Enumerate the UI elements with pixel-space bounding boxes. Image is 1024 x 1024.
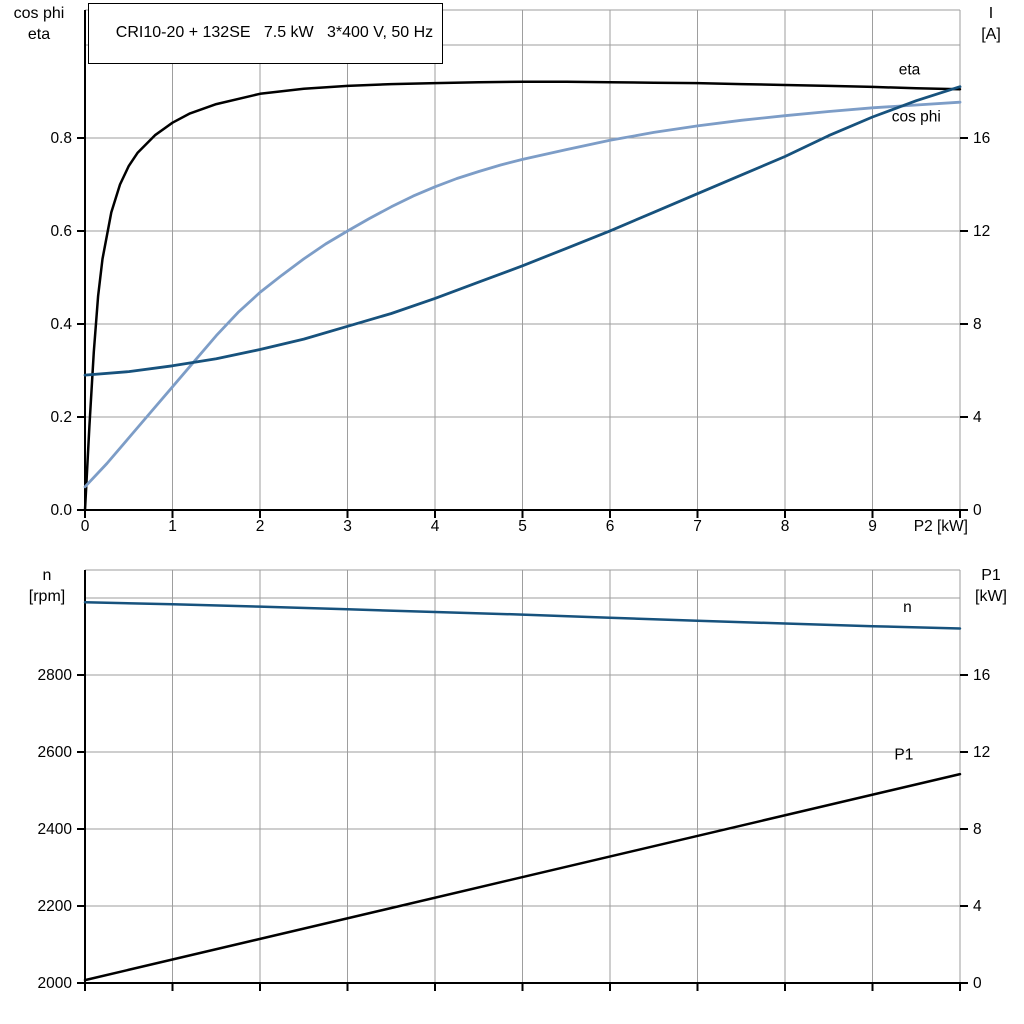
tick-label-right: 8 <box>973 821 982 838</box>
tick-label-left: 0.6 <box>50 223 72 240</box>
chart-title-box: CRI10-20 + 132SE 7.5 kW 3*400 V, 50 Hz <box>88 3 444 64</box>
right-axis-title-line1: I <box>988 5 994 22</box>
tick-label-bottom: 7 <box>693 518 702 535</box>
series-eta-label: eta <box>899 61 921 78</box>
series-p1-label: P1 <box>894 747 913 764</box>
tick-label-right: 12 <box>973 744 990 761</box>
left-axis-title-line2: eta <box>27 26 51 43</box>
tick-label-left: 2200 <box>38 898 73 915</box>
right-axis-title-line2: [A] <box>981 26 1001 43</box>
left-axis-title-top-chart: cos phi eta <box>2 3 76 45</box>
tick-label-bottom: 3 <box>343 518 352 535</box>
tick-label-right: 4 <box>973 409 982 426</box>
left-axis-title-bottom-chart: n [rpm] <box>12 565 82 607</box>
left-axis-title-line1: cos phi <box>13 5 65 22</box>
chart-title: CRI10-20 + 132SE 7.5 kW 3*400 V, 50 Hz <box>115 24 434 41</box>
tick-label-bottom: 4 <box>431 518 440 535</box>
right-axis-title-top-chart: I [A] <box>966 3 1016 45</box>
right-axis-title-line1: P1 <box>981 567 1001 584</box>
series-cos-phi-label: cos phi <box>892 108 941 125</box>
tick-label-left: 2600 <box>38 744 73 761</box>
tick-label-left: 0.2 <box>50 409 72 426</box>
tick-label-right: 12 <box>973 223 990 240</box>
left-axis-title-line1: n <box>42 567 52 584</box>
tick-label-bottom: 0 <box>81 518 90 535</box>
tick-label-left: 2000 <box>38 975 73 992</box>
tick-label-left: 0.8 <box>50 130 72 147</box>
series-n-curve <box>83 601 962 630</box>
tick-label-bottom: 8 <box>781 518 790 535</box>
series-eta-curve <box>83 80 962 512</box>
tick-label-right: 0 <box>973 502 982 519</box>
x-axis-unit-label: P2 [kW] <box>914 518 968 535</box>
tick-label-left: 2400 <box>38 821 73 838</box>
tick-label-bottom: 6 <box>606 518 615 535</box>
tick-label-right: 0 <box>973 975 982 992</box>
tick-label-right: 8 <box>973 316 982 333</box>
tick-label-bottom: 1 <box>168 518 177 535</box>
tick-label-left: 0.0 <box>50 502 72 519</box>
tick-label-bottom: 9 <box>868 518 877 535</box>
tick-label-right: 4 <box>973 898 982 915</box>
left-axis-title-line2: [rpm] <box>28 588 66 605</box>
tick-label-left: 2800 <box>38 667 73 684</box>
tick-label-right: 16 <box>973 667 990 684</box>
tick-label-bottom: 2 <box>256 518 265 535</box>
tick-label-bottom: 5 <box>518 518 527 535</box>
tick-label-left: 0.4 <box>50 316 72 333</box>
series-i-curve <box>83 85 962 377</box>
series-p1-curve <box>83 772 962 982</box>
right-axis-title-line2: [kW] <box>975 588 1007 605</box>
right-axis-title-bottom-chart: P1 [kW] <box>962 565 1020 607</box>
speed-power-chart-svg: 2000 2200 2400 2600 2800 0 4 8 12 16 n P1 <box>38 569 990 992</box>
series-n-label: n <box>903 599 912 616</box>
tick-label-right: 16 <box>973 130 990 147</box>
